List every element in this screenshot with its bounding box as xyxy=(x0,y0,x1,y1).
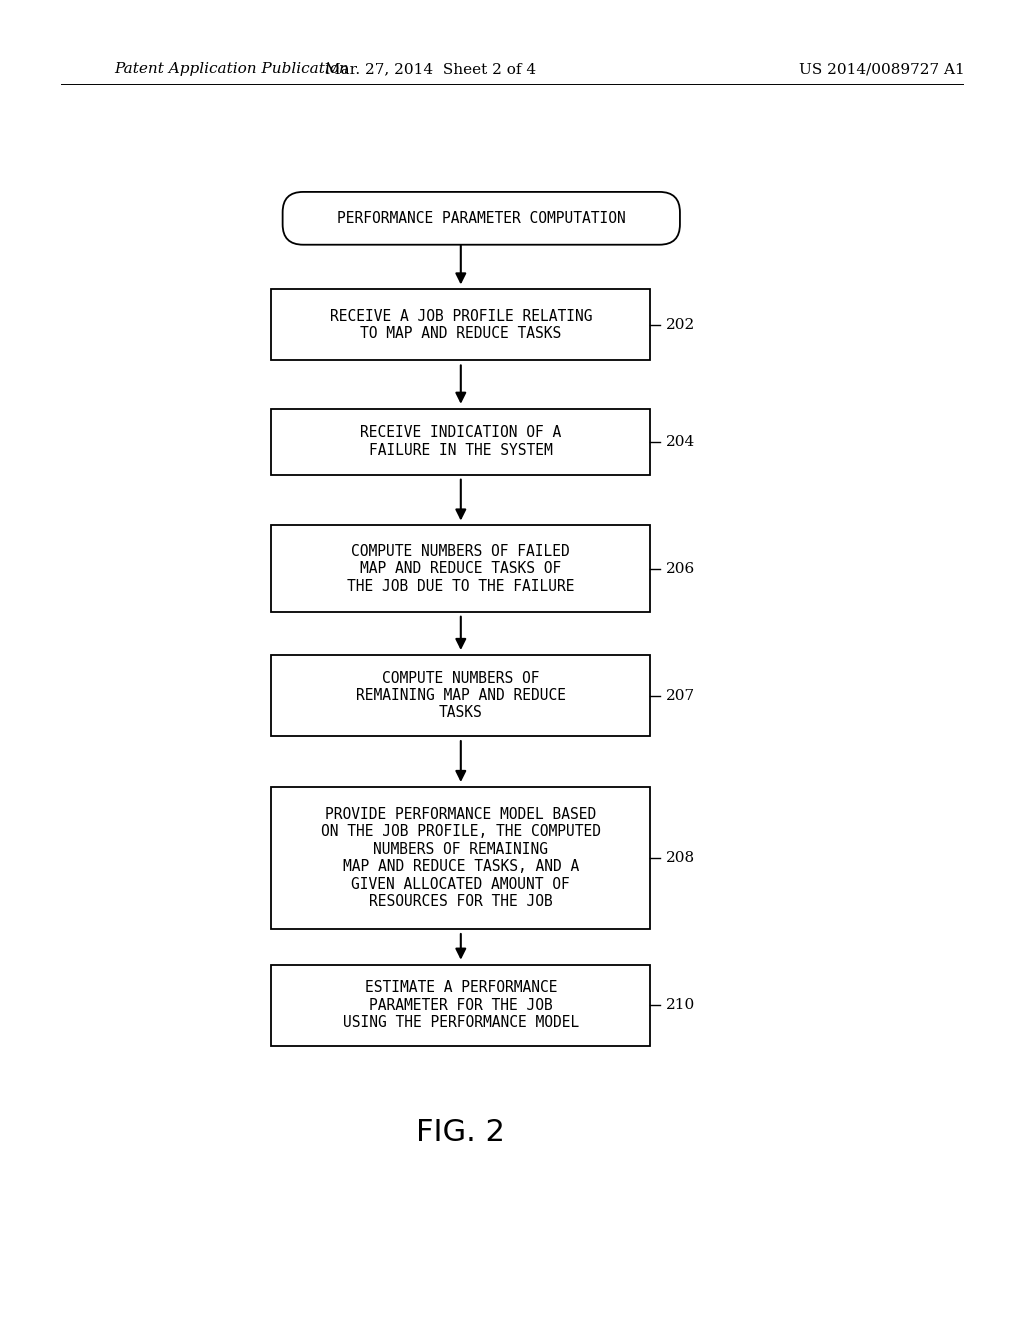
Text: RECEIVE INDICATION OF A
FAILURE IN THE SYSTEM: RECEIVE INDICATION OF A FAILURE IN THE S… xyxy=(360,425,561,458)
Text: FIG. 2: FIG. 2 xyxy=(417,1118,505,1147)
Text: COMPUTE NUMBERS OF FAILED
MAP AND REDUCE TASKS OF
THE JOB DUE TO THE FAILURE: COMPUTE NUMBERS OF FAILED MAP AND REDUCE… xyxy=(347,544,574,594)
Bar xyxy=(271,525,650,611)
Bar xyxy=(271,787,650,929)
Bar xyxy=(271,409,650,475)
Text: 202: 202 xyxy=(666,318,695,331)
Text: ESTIMATE A PERFORMANCE
PARAMETER FOR THE JOB
USING THE PERFORMANCE MODEL: ESTIMATE A PERFORMANCE PARAMETER FOR THE… xyxy=(343,981,579,1030)
Text: PERFORMANCE PARAMETER COMPUTATION: PERFORMANCE PARAMETER COMPUTATION xyxy=(337,211,626,226)
Text: 207: 207 xyxy=(666,689,694,702)
Text: RECEIVE A JOB PROFILE RELATING
TO MAP AND REDUCE TASKS: RECEIVE A JOB PROFILE RELATING TO MAP AN… xyxy=(330,309,592,341)
Text: Patent Application Publication: Patent Application Publication xyxy=(115,62,349,77)
Bar xyxy=(271,965,650,1045)
Bar xyxy=(271,289,650,360)
Text: 204: 204 xyxy=(666,434,695,449)
Text: US 2014/0089727 A1: US 2014/0089727 A1 xyxy=(799,62,965,77)
Text: 208: 208 xyxy=(666,851,694,865)
FancyBboxPatch shape xyxy=(283,191,680,244)
Text: Mar. 27, 2014  Sheet 2 of 4: Mar. 27, 2014 Sheet 2 of 4 xyxy=(325,62,536,77)
Text: PROVIDE PERFORMANCE MODEL BASED
ON THE JOB PROFILE, THE COMPUTED
NUMBERS OF REMA: PROVIDE PERFORMANCE MODEL BASED ON THE J… xyxy=(321,807,601,909)
Text: COMPUTE NUMBERS OF
REMAINING MAP AND REDUCE
TASKS: COMPUTE NUMBERS OF REMAINING MAP AND RED… xyxy=(355,671,566,721)
Text: 210: 210 xyxy=(666,998,695,1012)
Text: 206: 206 xyxy=(666,561,695,576)
Bar xyxy=(271,655,650,737)
